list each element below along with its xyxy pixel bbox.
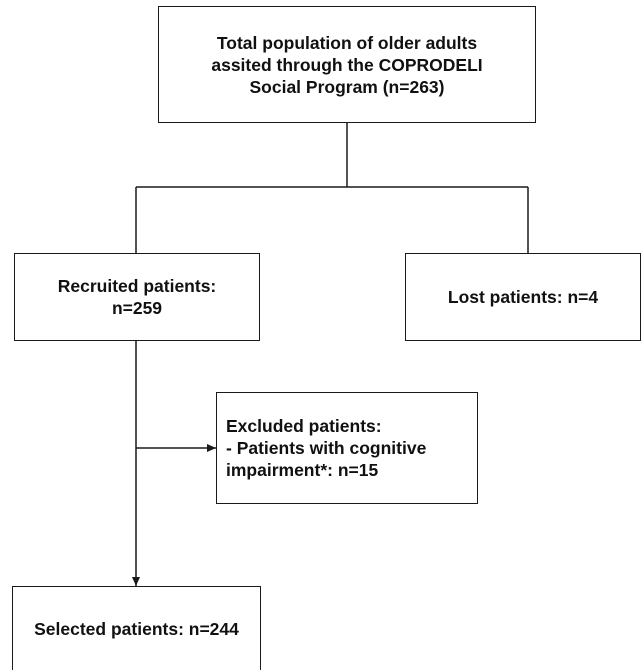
total-population-line-3: Social Program (n=263)	[249, 76, 445, 97]
lost-patients-line-1: Lost patients: n=4	[447, 287, 599, 307]
excluded-patients-line-2: - Patients with cognitive	[226, 438, 427, 458]
lost-patients-box: Lost patients: n=4	[405, 253, 641, 341]
excluded-patients-line-3: impairment*: n=15	[226, 460, 379, 480]
excluded-patients-box: Excluded patients: - Patients with cogni…	[216, 392, 478, 504]
selected-patients-box: Selected patients: n=244	[12, 586, 261, 670]
excluded-patients-line-1: Excluded patients:	[226, 416, 382, 436]
recruited-patients-line-2: n=259	[111, 298, 163, 318]
total-population-line-1: Total population of older adults	[216, 32, 478, 53]
recruited-patients-box: Recruited patients: n=259	[14, 253, 260, 341]
recruited-patients-line-1: Recruited patients:	[57, 276, 217, 296]
selected-patients-line-1: Selected patients: n=244	[34, 618, 239, 639]
total-population-line-2: assited through the COPRODELI	[211, 54, 483, 75]
total-population-box: Total population of older adults assited…	[158, 6, 536, 123]
